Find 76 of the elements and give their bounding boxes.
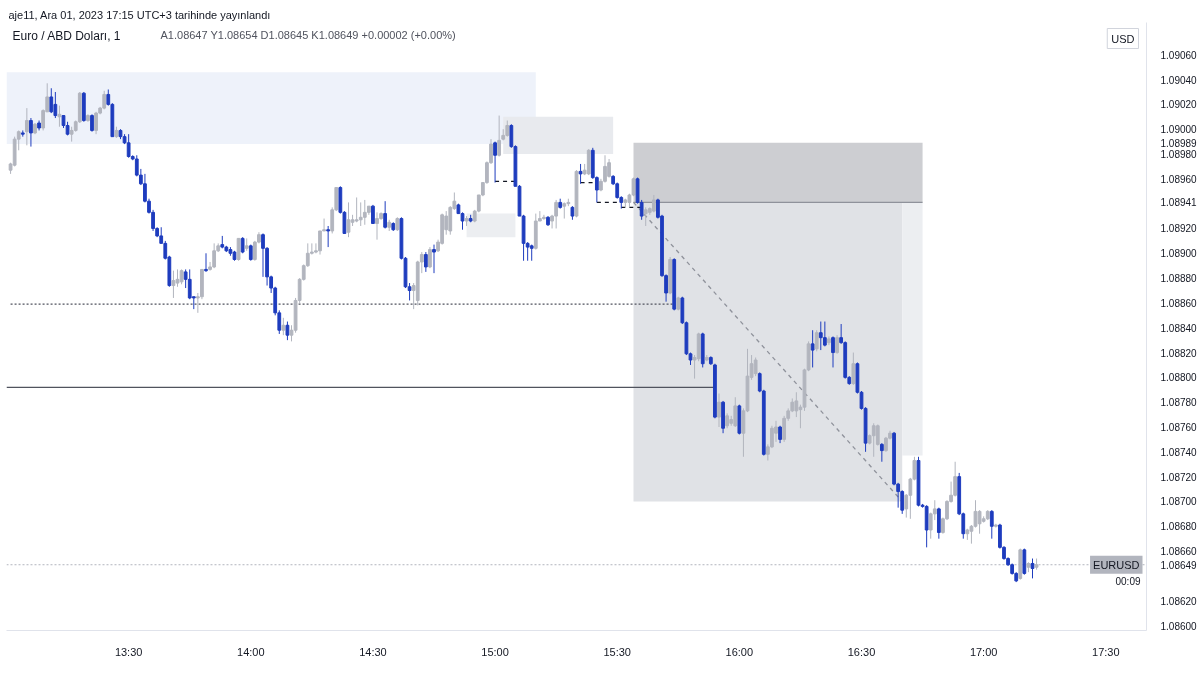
candlestick <box>578 163 583 185</box>
y-tick-label: 1.09000 <box>1160 124 1198 136</box>
candlestick <box>383 200 388 229</box>
ref-line-label: EURUSD <box>1093 558 1140 571</box>
candlestick <box>448 205 453 236</box>
y-tick-label: 1.08960 <box>1160 173 1198 185</box>
candlestick <box>49 87 54 114</box>
candlestick <box>318 230 322 256</box>
candlestick <box>733 396 738 428</box>
y-tick-label: 1.08660 <box>1160 546 1198 558</box>
y-tick-label: 1.08860 <box>1160 297 1198 309</box>
candlestick <box>851 352 856 386</box>
y-tick-label: 1.09040 <box>1160 74 1198 86</box>
candlestick <box>794 391 799 418</box>
y-tick-label: 1.08740 <box>1160 446 1198 458</box>
candlestick <box>879 442 884 463</box>
x-tick-label: 15:00 <box>481 645 509 658</box>
candlestick <box>814 329 819 352</box>
candlestick <box>29 117 33 148</box>
y-tick-label: 1.08900 <box>1160 248 1198 260</box>
candlestick <box>818 321 823 351</box>
candlestick <box>53 91 58 119</box>
candlestick <box>1030 558 1035 579</box>
candlestick <box>187 268 192 300</box>
candlestick <box>822 321 827 347</box>
candlestick <box>810 329 815 368</box>
x-tick-label: 16:30 <box>847 645 876 658</box>
y-tick-label: 1.08780 <box>1160 397 1198 409</box>
candlestick <box>835 334 839 355</box>
y-tick-label: 1.08980 <box>1160 149 1198 161</box>
y-axis-title: USD <box>1111 32 1135 45</box>
y-tick-label: 1.08820 <box>1160 347 1198 359</box>
candlestick <box>358 201 363 227</box>
y-tick-label: 1.09020 <box>1160 99 1198 111</box>
text: Euro / ABD Doları, 1 <box>12 28 121 43</box>
annotation: 00:09 <box>1115 576 1141 588</box>
candlestick <box>326 225 331 248</box>
y-tick-label: 1.08800 <box>1160 372 1198 384</box>
candlestick <box>753 357 758 377</box>
x-tick-label: 16:00 <box>725 645 754 658</box>
y-tick-label: 1.08760 <box>1160 422 1198 434</box>
x-tick-label: 13:30 <box>114 645 143 658</box>
candlestick <box>354 196 359 223</box>
candlestick <box>831 335 835 368</box>
candlestick <box>432 244 436 274</box>
candlestick <box>362 199 367 226</box>
x-tick-label: 14:30 <box>359 645 387 658</box>
x-tick-label: 17:30 <box>1092 645 1120 658</box>
x-tick-label: 17:00 <box>969 645 998 658</box>
y-tick-label: 1.08941 <box>1160 197 1198 209</box>
x-tick-label: 15:30 <box>603 645 631 658</box>
y-tick-label: 1.08880 <box>1160 273 1198 285</box>
candlestick <box>643 206 648 227</box>
candlestick <box>607 158 611 179</box>
candlestick <box>423 251 428 273</box>
candlestick <box>542 214 546 221</box>
y-tick-label: 1.09060 <box>1160 49 1198 61</box>
y-tick-label: 1.08600 <box>1160 620 1198 632</box>
y-tick-label: 1.08620 <box>1160 595 1198 607</box>
y-tick-label: 1.08649 <box>1160 559 1198 571</box>
y-tick-label: 1.08989 <box>1160 137 1198 149</box>
text: aje11, Ara 01, 2023 17:15 UTC+3 tarihinde yayınlandı <box>8 9 271 21</box>
y-tick-label: 1.08700 <box>1160 496 1198 508</box>
candlestick <box>493 141 497 184</box>
candlestick <box>375 211 379 241</box>
candlestick <box>936 507 941 540</box>
y-tick-label: 1.08840 <box>1160 322 1198 334</box>
y-tick-label: 1.08720 <box>1160 471 1198 483</box>
y-tick-label: 1.08920 <box>1160 223 1198 235</box>
y-tick-label: 1.08680 <box>1160 521 1198 533</box>
x-tick-label: 14:00 <box>237 645 265 658</box>
candlestick <box>204 252 208 273</box>
text: A1.08647 Y1.08654 D1.08645 K1.08649 +0.00002 (+0.00%) <box>160 28 456 41</box>
candlestick <box>346 201 351 238</box>
candlestick <box>977 509 982 535</box>
candlestick <box>717 393 721 428</box>
